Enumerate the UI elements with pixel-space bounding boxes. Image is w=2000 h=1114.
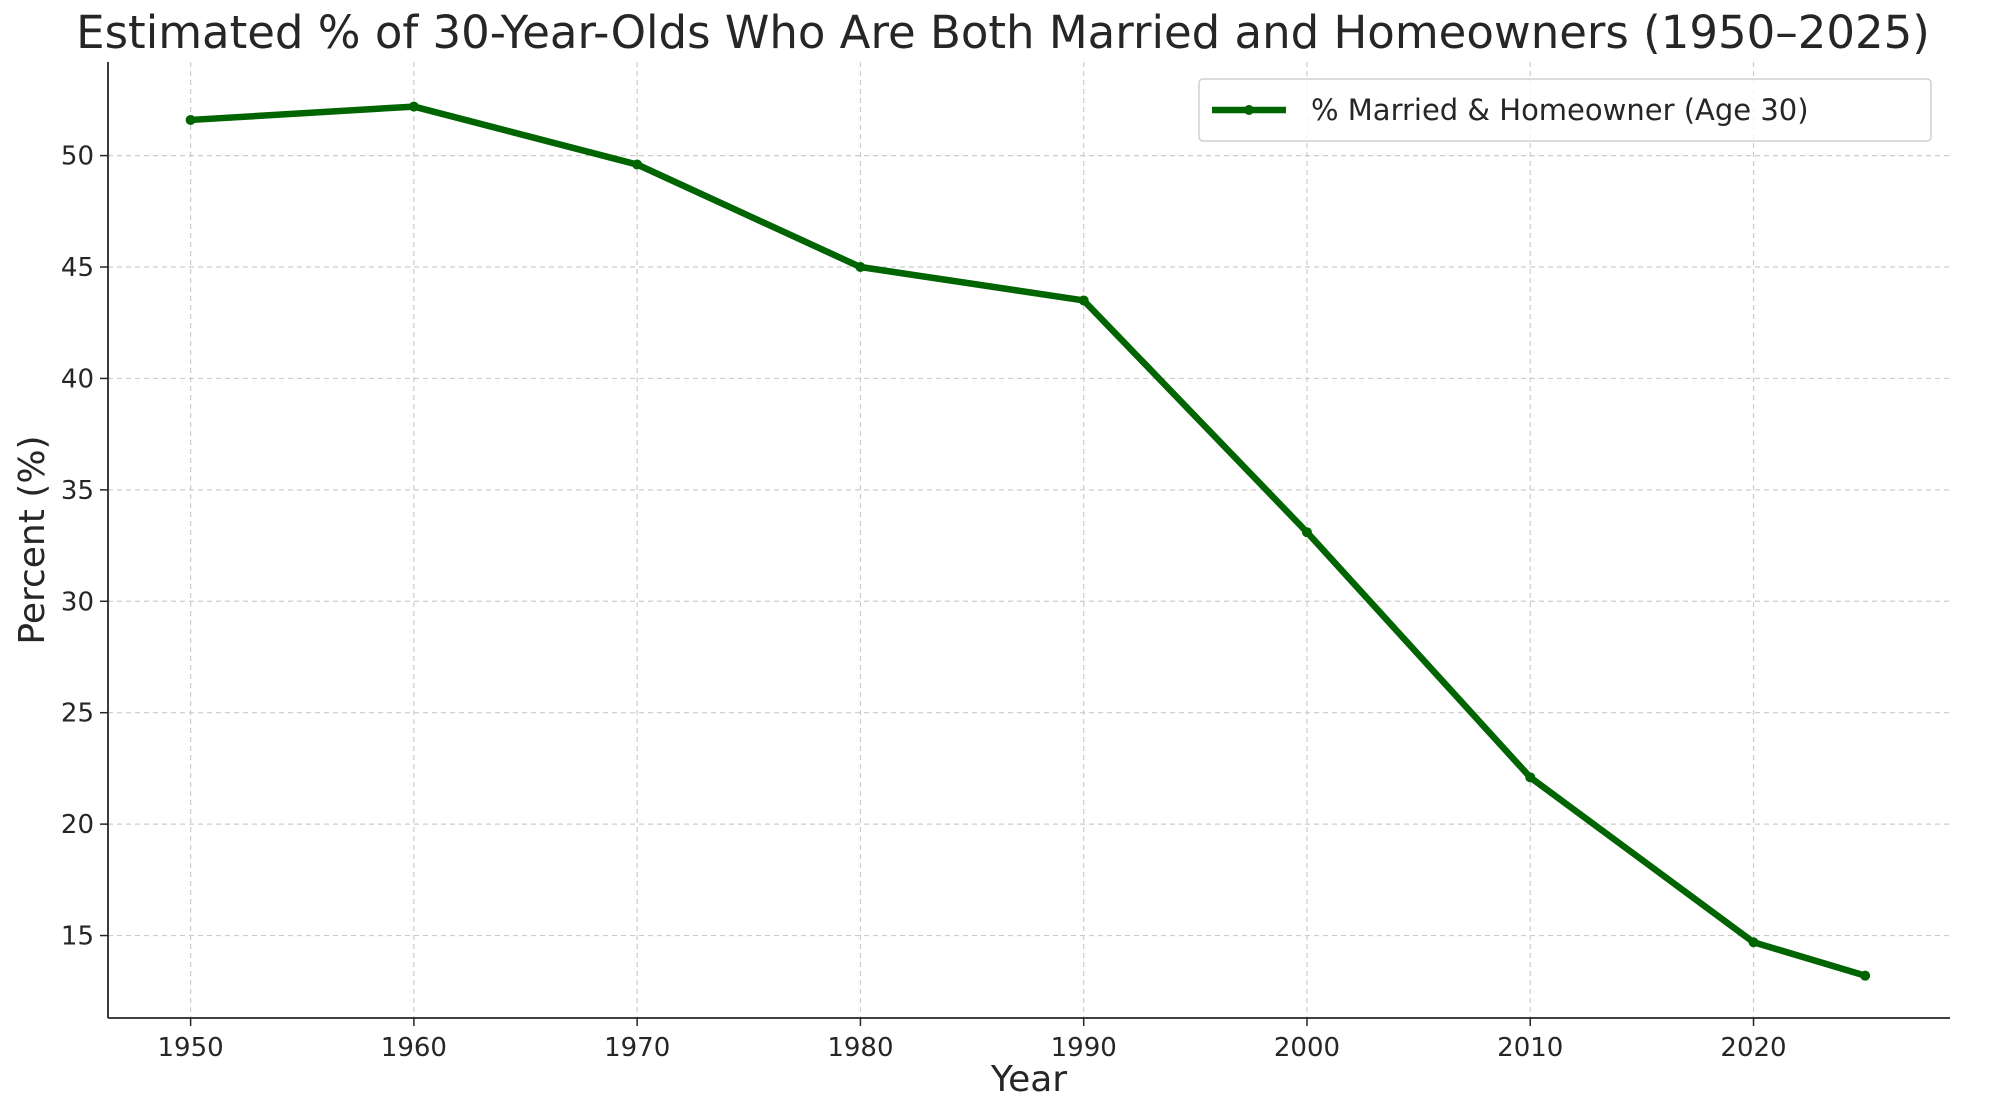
- data-point: [1078, 295, 1089, 306]
- y-tick-label: 25: [61, 699, 94, 729]
- y-tick-label: 40: [61, 364, 94, 394]
- x-tick-label: 2010: [1497, 1033, 1563, 1063]
- x-tick-label: 1990: [1051, 1033, 1117, 1063]
- data-point: [408, 101, 419, 112]
- data-point: [1748, 937, 1759, 948]
- legend-marker: [1244, 105, 1254, 115]
- y-tick-label: 20: [61, 810, 94, 840]
- x-tick-label: 1970: [604, 1033, 670, 1063]
- chart-title: Estimated % of 30-Year-Olds Who Are Both…: [76, 6, 1930, 59]
- x-tick-label: 1980: [827, 1033, 893, 1063]
- y-tick-label: 30: [61, 587, 94, 617]
- y-tick-label: 50: [61, 142, 94, 172]
- data-point: [185, 114, 196, 125]
- y-ticks: 15 20 25 30 35 40 45 50: [61, 142, 108, 952]
- data-point: [632, 159, 643, 170]
- legend: % Married & Homeowner (Age 30): [1198, 78, 1932, 142]
- x-tick-label: 2000: [1274, 1033, 1340, 1063]
- axes: [107, 62, 1950, 1019]
- grid: [108, 62, 1950, 1018]
- series-layer: [185, 101, 1871, 981]
- x-tick-label: 2020: [1720, 1033, 1786, 1063]
- legend-box: [1198, 78, 1932, 142]
- legend-label: % Married & Homeowner (Age 30): [1311, 93, 1809, 127]
- data-point: [1301, 527, 1312, 538]
- y-tick-label: 15: [61, 922, 94, 952]
- x-tick-label: 1950: [158, 1033, 224, 1063]
- y-tick-label: 45: [61, 253, 94, 283]
- x-ticks: 1950 1960 1970 1980 1990 2000 2010 2020: [158, 1018, 1787, 1063]
- data-point: [1525, 772, 1536, 783]
- x-tick-label: 1960: [381, 1033, 447, 1063]
- series-line: [187, 103, 1869, 979]
- y-tick-label: 35: [61, 476, 94, 506]
- data-point: [855, 262, 866, 273]
- x-axis-label: Year: [990, 1059, 1067, 1100]
- data-point: [1860, 970, 1871, 981]
- y-axis-label: Percent (%): [12, 435, 53, 644]
